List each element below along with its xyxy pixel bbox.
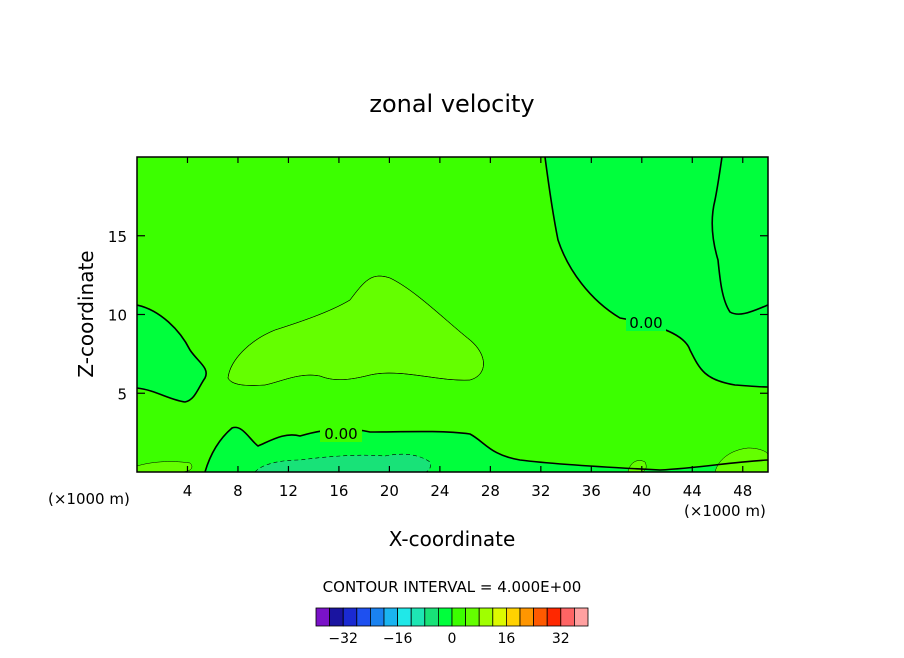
colorbar-swatch [315, 607, 331, 627]
contour-label: 0.00 [629, 314, 662, 332]
x-unit-right: (×1000 m) [684, 502, 766, 520]
colorbar: −32 −16 0 16 32 [315, 607, 589, 647]
x-tick-label: 44 [683, 482, 702, 500]
x-axis: 4 8 12 16 20 24 28 32 36 40 44 48 [183, 157, 752, 500]
y-tick-label: 10 [108, 307, 127, 325]
x-tick-label: 48 [733, 482, 752, 500]
colorbar-swatch [424, 607, 439, 627]
colorbar-swatch [519, 607, 535, 627]
colorbar-tick-label: 16 [497, 631, 515, 647]
colorbar-tick-label: 32 [552, 631, 570, 647]
colorbar-swatch [369, 607, 385, 627]
x-tick-label: 8 [233, 482, 243, 500]
colorbar-swatch [546, 607, 562, 627]
colorbar-swatch [465, 607, 480, 627]
y-axis-label: Z-coordinate [74, 250, 98, 377]
negative-region-left [137, 305, 207, 402]
x-tick-label: 12 [279, 482, 298, 500]
y-tick-label: 15 [108, 228, 127, 246]
y-axis: 5 10 15 [108, 228, 768, 403]
colorbar-swatch [478, 607, 494, 627]
strong-negative-region [255, 454, 431, 472]
colorbar-swatch [533, 607, 548, 627]
chart-title: zonal velocity [369, 90, 534, 118]
x-tick-label: 16 [329, 482, 348, 500]
contour-line-zero-right-upper [711, 157, 768, 315]
colorbar-swatch [437, 607, 453, 627]
contour-interval-text: CONTOUR INTERVAL = 4.000E+00 [323, 578, 582, 596]
colorbar-swatch [505, 607, 521, 627]
colorbar-swatch [383, 607, 399, 627]
colorbar-tick-label: −32 [328, 631, 358, 647]
colorbar-swatch [397, 607, 412, 627]
x-tick-label: 24 [430, 482, 449, 500]
x-axis-label: X-coordinate [389, 527, 516, 551]
colorbar-swatch [329, 607, 344, 627]
contour-line-zero-bottom [204, 426, 768, 472]
y-tick-label: 5 [117, 385, 127, 403]
contour-label: 0.00 [324, 425, 357, 443]
x-tick-label: 32 [531, 482, 550, 500]
x-tick-label: 28 [481, 482, 500, 500]
plot-area: 0.00 0.00 [137, 157, 768, 472]
x-tick-label: 36 [582, 482, 601, 500]
x-unit-left: (×1000 m) [48, 490, 130, 508]
colorbar-swatch [410, 607, 426, 627]
contour-line-negative-dashed [254, 453, 431, 472]
colorbar-tick-label: 0 [448, 631, 457, 647]
contour-line-zero-left [137, 304, 207, 403]
x-tick-label: 4 [183, 482, 193, 500]
contour-label-bg [320, 424, 362, 442]
contour-label-bg [626, 313, 666, 331]
colorbar-swatch [560, 607, 575, 627]
colorbar-swatch [492, 607, 507, 627]
colorbar-tick-label: −16 [383, 631, 413, 647]
colorbar-swatch [356, 607, 371, 627]
x-tick-label: 40 [632, 482, 651, 500]
colorbar-swatch [342, 607, 358, 627]
x-tick-label: 20 [380, 482, 399, 500]
colorbar-swatch [574, 607, 589, 627]
colorbar-swatch [451, 607, 467, 627]
